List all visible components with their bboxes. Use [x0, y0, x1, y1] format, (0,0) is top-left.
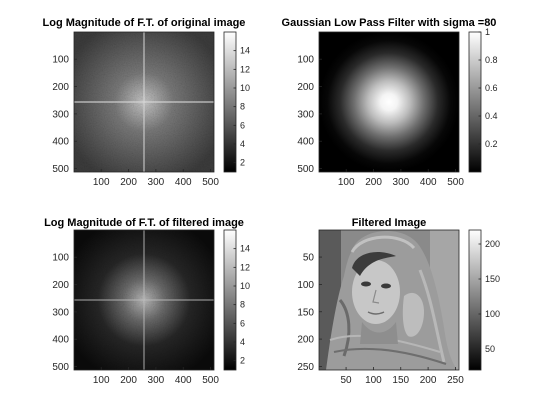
colorbar-tick-label: 14: [240, 46, 250, 56]
y-axis: 100 200 300 400 500: [52, 55, 77, 175]
colorbar-tick-label: 50: [485, 344, 495, 354]
y-tick-label: 100: [52, 55, 69, 66]
plot-frame: [73, 229, 215, 371]
x-tick-label: 200: [120, 375, 137, 386]
plot-frame: [318, 229, 460, 371]
spectrum-heatmap-filtered: [74, 230, 214, 370]
colorbar-tick-label: 12: [240, 64, 250, 74]
panel-title-filtered-image: Filtered Image: [352, 217, 427, 229]
y-tick-label: 200: [52, 82, 69, 93]
x-tick-label: 250: [447, 375, 464, 386]
x-tick-label: 200: [120, 177, 137, 188]
x-tick-label: 400: [420, 177, 437, 188]
panel-filtered-spectrum: Log Magnitude of F.T. of filtered image …: [44, 217, 250, 386]
plot-frame: [73, 31, 215, 173]
y-tick-label: 300: [52, 109, 69, 120]
colorbar-tick-label: 150: [485, 274, 500, 284]
x-tick-label: 300: [393, 177, 410, 188]
y-tick-label: 100: [297, 55, 314, 66]
spectrum-heatmap-original: [74, 32, 214, 172]
panel-gaussian-filter: Gaussian Low Pass Filter with sigma =80 …: [282, 17, 498, 188]
x-axis: 100 200 300 400 500: [93, 169, 219, 188]
x-tick-label: 300: [148, 177, 165, 188]
x-tick-label: 100: [93, 375, 110, 386]
panel-filtered-image: Filtered Image 50 100: [297, 217, 500, 386]
colorbar-tick-label: 4: [240, 139, 245, 149]
x-tick-label: 200: [365, 177, 382, 188]
panel-title-filtered-spectrum: Log Magnitude of F.T. of filtered image: [44, 217, 244, 229]
y-tick-label: 200: [297, 335, 314, 346]
x-tick-label: 100: [93, 177, 110, 188]
colorbar: 2 4 6 8 10 12 14: [223, 31, 250, 173]
colorbar-tick-label: 6: [240, 318, 245, 328]
x-axis: 50 100 150 200 250: [341, 367, 464, 386]
x-tick-label: 200: [420, 375, 437, 386]
panel-title-original-spectrum: Log Magnitude of F.T. of original image: [43, 17, 246, 29]
colorbar-tick-label: 10: [240, 83, 250, 93]
colorbar-tick-label: 0.4: [485, 111, 498, 121]
y-tick-label: 250: [297, 362, 314, 373]
y-tick-label: 400: [297, 137, 314, 148]
colorbar-tick-label: 100: [485, 309, 500, 319]
x-tick-label: 500: [447, 177, 464, 188]
y-axis: 50 100 150 200 250: [297, 253, 322, 373]
panel-original-spectrum: Log Magnitude of F.T. of original image …: [43, 17, 250, 188]
x-tick-label: 500: [202, 375, 219, 386]
colorbar: 2 4 6 8 10 12 14: [223, 229, 250, 371]
colorbar-tick-label: 0.2: [485, 139, 498, 149]
y-axis: 100 200 300 400 500: [297, 55, 322, 175]
colorbar-tick-label: 14: [240, 244, 250, 254]
y-tick-label: 500: [52, 164, 69, 175]
colorbar-tick-label: 1: [485, 27, 490, 37]
y-tick-label: 50: [303, 253, 315, 264]
colorbar-tick-label: 6: [240, 120, 245, 130]
colorbar-tick-label: 8: [240, 102, 245, 112]
x-tick-label: 100: [365, 375, 382, 386]
x-tick-label: 300: [148, 375, 165, 386]
y-tick-label: 200: [297, 82, 314, 93]
x-axis: 100 200 300 400 500: [338, 169, 464, 188]
x-axis: 100 200 300 400 500: [93, 367, 219, 386]
colorbar-tick-label: 2: [240, 158, 245, 168]
y-axis: 100 200 300 400 500: [52, 253, 77, 373]
colorbar-tick-label: 8: [240, 300, 245, 310]
y-tick-label: 500: [52, 362, 69, 373]
colorbar: 0.2 0.4 0.6 0.8 1: [468, 27, 498, 173]
y-tick-label: 500: [297, 164, 314, 175]
colorbar-tick-label: 4: [240, 337, 245, 347]
y-tick-label: 100: [297, 280, 314, 291]
y-tick-label: 400: [52, 335, 69, 346]
gaussian-filter-heatmap: [319, 32, 459, 172]
colorbar-tick-label: 200: [485, 239, 500, 249]
colorbar-tick-label: 10: [240, 281, 250, 291]
x-tick-label: 150: [392, 375, 409, 386]
colorbar-tick-label: 0.8: [485, 55, 498, 65]
x-tick-label: 50: [341, 375, 353, 386]
colorbar-tick-label: 12: [240, 262, 250, 272]
y-tick-label: 200: [52, 280, 69, 291]
y-tick-label: 100: [52, 253, 69, 264]
colorbar-tick-label: 0.6: [485, 83, 498, 93]
x-tick-label: 400: [175, 375, 192, 386]
y-tick-label: 300: [52, 307, 69, 318]
x-tick-label: 100: [338, 177, 355, 188]
colorbar-tick-label: 2: [240, 356, 245, 366]
x-tick-label: 500: [202, 177, 219, 188]
colorbar: 50 100 150 200: [468, 229, 500, 371]
x-tick-label: 400: [175, 177, 192, 188]
y-tick-label: 150: [297, 307, 314, 318]
y-tick-label: 400: [52, 137, 69, 148]
plot-frame: [318, 31, 460, 173]
y-tick-label: 300: [297, 109, 314, 120]
panel-title-gaussian-filter: Gaussian Low Pass Filter with sigma =80: [282, 17, 497, 29]
filtered-image: [319, 230, 459, 370]
